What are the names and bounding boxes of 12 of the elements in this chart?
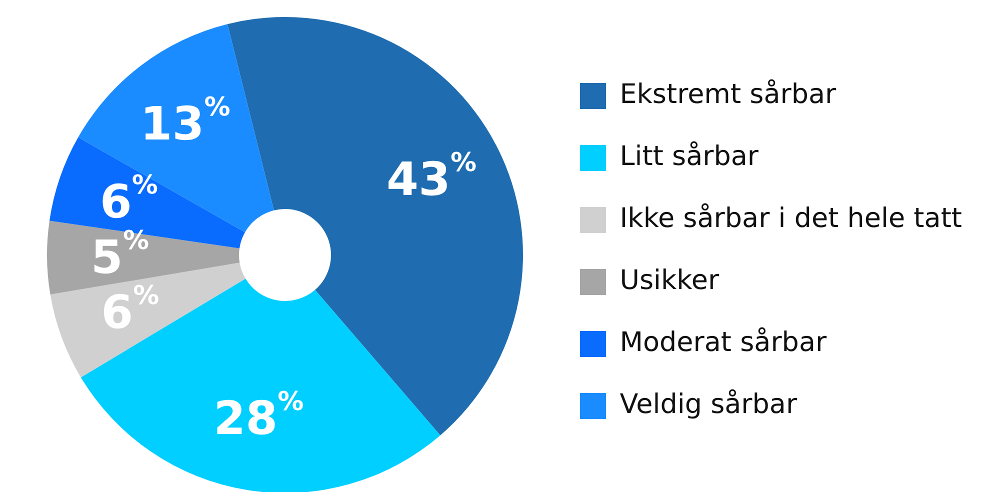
data-label: 13$^{%}$ <box>140 92 230 150</box>
legend-label: Veldig sårbar <box>620 389 798 420</box>
legend-label: Moderat sårbar <box>620 327 827 358</box>
legend-label: Ekstremt sårbar <box>620 79 836 110</box>
data-label: 6$^{%}$ <box>100 170 158 228</box>
donut-slice <box>80 278 440 492</box>
legend-label: Litt sårbar <box>620 141 759 172</box>
data-label: 43$^{%}$ <box>386 148 477 206</box>
data-label: 28$^{%}$ <box>214 387 304 445</box>
legend-label: Ikke sårbar i det hele tatt <box>620 203 962 234</box>
legend-label: Usikker <box>620 265 720 296</box>
data-label: 5$^{%}$ <box>90 226 150 284</box>
